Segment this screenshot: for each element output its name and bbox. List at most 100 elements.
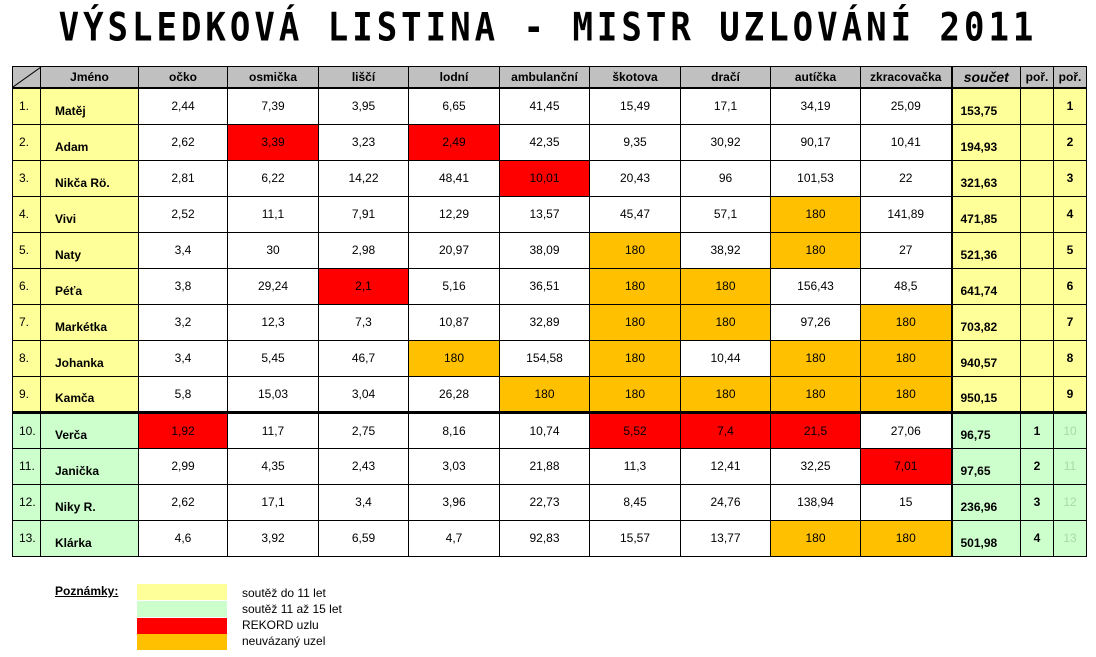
knot-time: 180	[770, 195, 861, 233]
knot-time: 12,41	[680, 447, 771, 485]
knot-time: 2,99	[138, 447, 228, 485]
knot-time: 92,83	[499, 519, 590, 557]
total-sum: 703,82	[950, 303, 1021, 341]
table-row: 13. Klárka 4,6 3,92 6,59 4,7 92,83 15,57 13,77 18…	[12, 519, 1087, 557]
knot-time: 1,92	[138, 410, 228, 449]
knot-time: 21,5	[770, 410, 861, 449]
contestant-name: Janička	[40, 447, 139, 485]
knot-time: 27	[860, 231, 952, 269]
header-lisci: liščí	[318, 66, 409, 89]
row-number: 1.	[12, 87, 41, 125]
knot-time: 180	[860, 375, 952, 413]
knot-time: 180	[680, 303, 771, 341]
legend-text-record: REKORD uzlu	[242, 618, 319, 632]
legend-swatch-red	[137, 618, 227, 634]
knot-time: 5,8	[138, 375, 228, 413]
knot-time: 3,4	[318, 483, 409, 521]
legend-text-untied: neuvázaný uzel	[242, 634, 326, 648]
knot-time: 10,41	[860, 123, 952, 161]
total-sum: 96,75	[950, 410, 1021, 449]
row-number: 9.	[12, 375, 41, 413]
header-ambulancni: ambulanční	[499, 66, 590, 89]
knot-time: 20,97	[408, 231, 500, 269]
knot-time: 5,16	[408, 267, 500, 305]
knot-time: 180	[589, 231, 681, 269]
knot-time: 7,3	[318, 303, 409, 341]
knot-time: 22	[860, 159, 952, 197]
contestant-name: Nikča Rö.	[40, 159, 139, 197]
knot-time: 2,49	[408, 123, 500, 161]
knot-time: 2,98	[318, 231, 409, 269]
row-number: 8.	[12, 339, 41, 377]
row-number: 2.	[12, 123, 41, 161]
knot-time: 3,2	[138, 303, 228, 341]
diagonal-line-icon	[13, 67, 40, 87]
header-auticka: autíčka	[770, 66, 861, 89]
row-number: 5.	[12, 231, 41, 269]
contestant-name: Vivi	[40, 195, 139, 233]
total-sum: 321,63	[950, 159, 1021, 197]
rank-category: 3	[1020, 483, 1054, 521]
rank-category	[1020, 303, 1054, 341]
total-sum: 501,98	[950, 519, 1021, 557]
knot-time: 2,44	[138, 87, 228, 125]
knot-time: 6,59	[318, 519, 409, 557]
knot-time: 11,7	[227, 410, 319, 449]
knot-time: 32,89	[499, 303, 590, 341]
knot-time: 7,91	[318, 195, 409, 233]
header-row: Jméno očko osmička liščí lodní ambulančn…	[12, 66, 1087, 89]
knot-time: 2,81	[138, 159, 228, 197]
knot-time: 2,43	[318, 447, 409, 485]
knot-time: 180	[589, 339, 681, 377]
knot-time: 14,22	[318, 159, 409, 197]
contestant-name: Péťa	[40, 267, 139, 305]
knot-time: 42,35	[499, 123, 590, 161]
table-row: 12. Niky R. 2,62 17,1 3,4 3,96 22,73 8,45 24,76 1…	[12, 483, 1087, 521]
knot-time: 41,45	[499, 87, 590, 125]
table-row: 3. Nikča Rö. 2,81 6,22 14,22 48,41 10,01 20,43 9…	[12, 159, 1087, 197]
table-row: 9. Kamča 5,8 15,03 3,04 26,28 180 180 180 180 180 9…	[12, 375, 1087, 413]
knot-time: 2,62	[138, 483, 228, 521]
knot-time: 3,95	[318, 87, 409, 125]
knot-time: 7,4	[680, 410, 771, 449]
header-poradi-1: poř.	[1020, 66, 1054, 89]
legend-swatch-yellow	[137, 584, 227, 600]
knot-time: 38,09	[499, 231, 590, 269]
legend-swatch-orange	[137, 634, 227, 650]
contestant-name: Kamča	[40, 375, 139, 413]
total-sum: 153,75	[950, 87, 1021, 125]
rank-category	[1020, 339, 1054, 377]
knot-time: 15,49	[589, 87, 681, 125]
knot-time: 180	[860, 339, 952, 377]
knot-time: 38,92	[680, 231, 771, 269]
knot-time: 180	[680, 375, 771, 413]
knot-time: 48,5	[860, 267, 952, 305]
knot-time: 3,8	[138, 267, 228, 305]
rank-overall: 9	[1053, 375, 1087, 413]
knot-time: 154,58	[499, 339, 590, 377]
knot-time: 2,1	[318, 267, 409, 305]
rank-overall: 3	[1053, 159, 1087, 197]
knot-time: 5,45	[227, 339, 319, 377]
header-skotova: škotova	[589, 66, 681, 89]
knot-time: 48,41	[408, 159, 500, 197]
knot-time: 141,89	[860, 195, 952, 233]
knot-time: 15,03	[227, 375, 319, 413]
knot-time: 30	[227, 231, 319, 269]
knot-time: 180	[589, 375, 681, 413]
knot-time: 4,6	[138, 519, 228, 557]
knot-time: 32,25	[770, 447, 861, 485]
knot-time: 30,92	[680, 123, 771, 161]
knot-time: 3,23	[318, 123, 409, 161]
knot-time: 180	[770, 231, 861, 269]
knot-time: 22,73	[499, 483, 590, 521]
total-sum: 521,36	[950, 231, 1021, 269]
total-sum: 236,96	[950, 483, 1021, 521]
knot-time: 180	[408, 339, 500, 377]
knot-time: 5,52	[589, 410, 681, 449]
total-sum: 194,93	[950, 123, 1021, 161]
knot-time: 10,87	[408, 303, 500, 341]
total-sum: 97,65	[950, 447, 1021, 485]
rank-category	[1020, 375, 1054, 413]
knot-time: 46,7	[318, 339, 409, 377]
